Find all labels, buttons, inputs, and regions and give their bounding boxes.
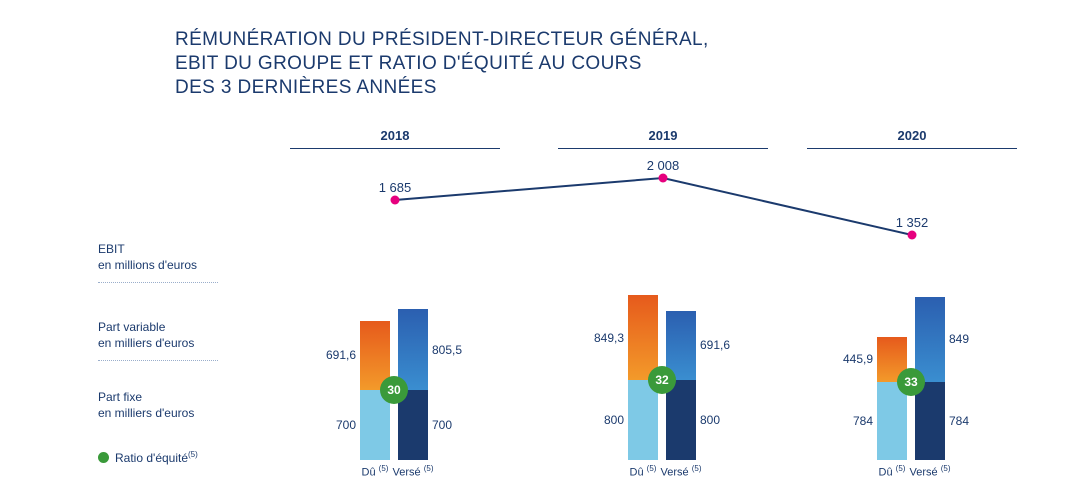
label-du-fixe: 700 bbox=[306, 418, 356, 432]
legend: Ratio d'équité(5) bbox=[98, 450, 198, 465]
axis-ebit-label: EBIT en millions d'euros bbox=[98, 242, 197, 273]
label-verse-fixe: 700 bbox=[432, 418, 482, 432]
ceo-remuneration-chart: RÉMUNÉRATION DU PRÉSIDENT-DIRECTEUR GÉNÉ… bbox=[0, 0, 1080, 500]
legend-dot-icon bbox=[98, 452, 109, 463]
ebit-dot-2019 bbox=[659, 174, 668, 183]
bar-du-fixe bbox=[628, 380, 658, 460]
ebit-value-2019: 2 008 bbox=[623, 158, 703, 173]
bar-group-2019: 32849,3800691,6800Dû (5)Versé (5) bbox=[588, 300, 768, 460]
label-verse-var: 805,5 bbox=[432, 343, 482, 357]
label-verse-fixe: 800 bbox=[700, 413, 750, 427]
ebit-value-2018: 1 685 bbox=[355, 180, 435, 195]
cat-label-verse: Versé (5) bbox=[388, 464, 438, 479]
label-du-var: 849,3 bbox=[574, 331, 624, 345]
label-du-fixe: 800 bbox=[574, 413, 624, 427]
divider-2 bbox=[98, 360, 218, 361]
ebit-dot-2020 bbox=[908, 231, 917, 240]
ebit-value-2020: 1 352 bbox=[872, 215, 952, 230]
bar-verse-fixe bbox=[915, 382, 945, 460]
divider-1 bbox=[98, 282, 218, 283]
label-du-var: 445,9 bbox=[823, 352, 873, 366]
cat-label-verse: Versé (5) bbox=[905, 464, 955, 479]
ratio-badge: 32 bbox=[648, 366, 676, 394]
label-du-fixe: 784 bbox=[823, 414, 873, 428]
bar-verse-fixe bbox=[666, 380, 696, 460]
label-verse-var: 849 bbox=[949, 332, 999, 346]
ebit-dot-2018 bbox=[391, 196, 400, 205]
axis-var-label: Part variable en milliers d'euros bbox=[98, 320, 194, 351]
label-verse-fixe: 784 bbox=[949, 414, 999, 428]
cat-label-verse: Versé (5) bbox=[656, 464, 706, 479]
label-du-var: 691,6 bbox=[306, 348, 356, 362]
axis-fixe-label: Part fixe en milliers d'euros bbox=[98, 390, 194, 421]
ratio-badge: 33 bbox=[897, 368, 925, 396]
legend-label: Ratio d'équité(5) bbox=[115, 450, 198, 465]
label-verse-var: 691,6 bbox=[700, 338, 750, 352]
bar-group-2020: 33445,9784849784Dû (5)Versé (5) bbox=[837, 300, 1017, 460]
bar-group-2018: 30691,6700805,5700Dû (5)Versé (5) bbox=[320, 300, 500, 460]
ratio-badge: 30 bbox=[380, 376, 408, 404]
bar-verse-var bbox=[915, 297, 945, 382]
